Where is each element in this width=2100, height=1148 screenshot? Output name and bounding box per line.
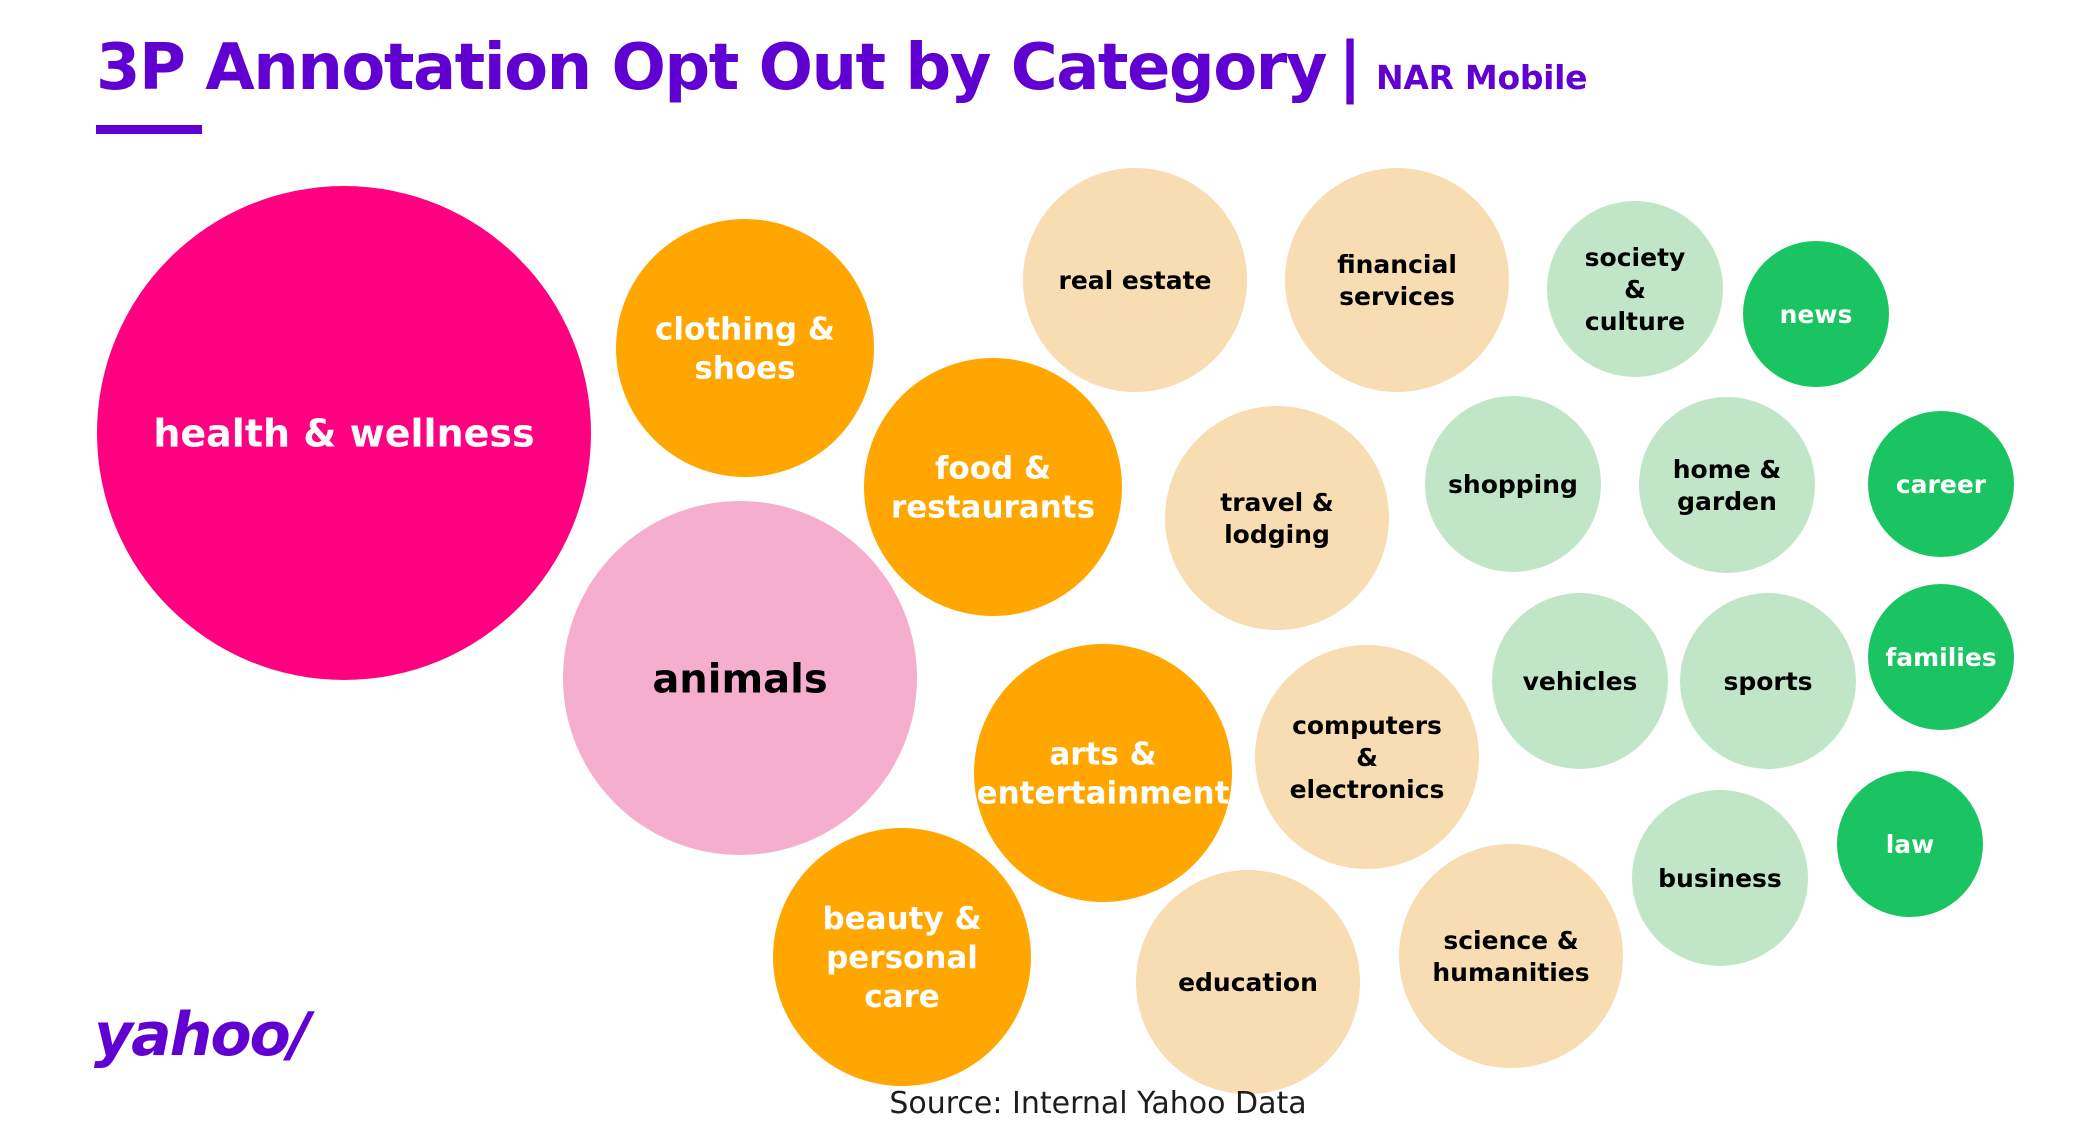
bubble-news: news	[1743, 241, 1889, 387]
bubble-label-real-estate: real estate	[1059, 266, 1212, 295]
bubble-career: career	[1868, 411, 2014, 557]
bubble-circle-sports	[1680, 593, 1856, 769]
bubble-label-arts-and-entertainment: arts & entertainment	[977, 737, 1230, 812]
bubble-circle-science-and-humanities	[1399, 844, 1623, 1068]
bubble-label-business: business	[1658, 864, 1782, 893]
bubble-label-shopping: shopping	[1448, 470, 1578, 499]
bubble-circle-computers-and-electronics	[1255, 645, 1479, 869]
bubble-label-beauty-and-personal-care: beauty & personal care	[822, 901, 981, 1015]
bubble-animals: animals	[563, 501, 917, 855]
bubble-label-health-and-wellness: health & wellness	[153, 412, 534, 456]
bubble-circle-education	[1136, 870, 1360, 1094]
bubble-arts-and-entertainment: arts & entertainment	[974, 644, 1232, 902]
bubble-travel-and-lodging: travel & lodging	[1165, 406, 1389, 630]
title-underline	[96, 125, 202, 134]
title-separator: |	[1337, 28, 1363, 105]
bubble-shopping: shopping	[1425, 396, 1601, 572]
bubble-label-career: career	[1896, 470, 1987, 499]
bubble-circle-beauty-and-personal-care	[773, 828, 1031, 1086]
bubble-real-estate: real estate	[1023, 168, 1247, 392]
bubble-circle-health-and-wellness	[97, 186, 591, 680]
bubble-label-clothing-and-shoes: clothing & shoes	[655, 312, 835, 387]
bubble-label-financial-services: financial services	[1337, 250, 1457, 311]
source-note: Source: Internal Yahoo Data	[0, 1086, 2100, 1121]
bubble-circle-financial-services	[1285, 168, 1509, 392]
bubble-sports: sports	[1680, 593, 1856, 769]
source-text: Source: Internal Yahoo Data	[889, 1086, 1307, 1121]
bubble-label-animals: animals	[652, 656, 827, 702]
bubble-label-law: law	[1886, 830, 1935, 859]
bubble-label-science-and-humanities: science & humanities	[1432, 926, 1589, 987]
bubble-vehicles: vehicles	[1492, 593, 1668, 769]
bubble-circle-business	[1632, 790, 1808, 966]
bubble-circle-vehicles	[1492, 593, 1668, 769]
bubble-label-education: education	[1178, 968, 1318, 997]
bubble-law: law	[1837, 771, 1983, 917]
bubble-label-sports: sports	[1723, 667, 1812, 696]
bubble-circle-society-and-culture	[1547, 201, 1723, 377]
bubble-circle-animals	[563, 501, 917, 855]
bubble-computers-and-electronics: computers & electronics	[1255, 645, 1479, 869]
bubble-label-home-and-garden: home & garden	[1673, 455, 1781, 516]
bubble-circle-home-and-garden	[1639, 397, 1815, 573]
bubble-label-society-and-culture: society & culture	[1585, 243, 1686, 336]
bubble-circle-law	[1837, 771, 1983, 917]
bubble-label-food-and-restaurants: food & restaurants	[891, 451, 1095, 526]
bubble-beauty-and-personal-care: beauty & personal care	[773, 828, 1031, 1086]
bubble-home-and-garden: home & garden	[1639, 397, 1815, 573]
bubble-families: families	[1868, 584, 2014, 730]
bubble-circle-news	[1743, 241, 1889, 387]
title-subtitle: NAR Mobile	[1376, 58, 1588, 97]
bubble-society-and-culture: society & culture	[1547, 201, 1723, 377]
title-main: 3P Annotation Opt Out by Category	[96, 31, 1327, 105]
bubble-food-and-restaurants: food & restaurants	[864, 358, 1122, 616]
bubble-circle-travel-and-lodging	[1165, 406, 1389, 630]
chart-title: 3P Annotation Opt Out by Category | NAR Mo…	[96, 28, 1588, 105]
bubble-circle-clothing-and-shoes	[616, 219, 874, 477]
bubble-circle-real-estate	[1023, 168, 1247, 392]
bubble-health-and-wellness: health & wellness	[97, 186, 591, 680]
bubble-science-and-humanities: science & humanities	[1399, 844, 1623, 1068]
bubble-circle-shopping	[1425, 396, 1601, 572]
bubble-label-vehicles: vehicles	[1523, 667, 1638, 696]
yahoo-logo: yahoo/	[94, 1000, 311, 1070]
bubble-label-travel-and-lodging: travel & lodging	[1220, 488, 1333, 549]
bubble-circle-career	[1868, 411, 2014, 557]
bubble-financial-services: financial services	[1285, 168, 1509, 392]
bubble-business: business	[1632, 790, 1808, 966]
bubble-circle-food-and-restaurants	[864, 358, 1122, 616]
bubble-circle-arts-and-entertainment	[974, 644, 1232, 902]
bubble-label-computers-and-electronics: computers & electronics	[1290, 711, 1445, 804]
bubble-label-news: news	[1780, 300, 1853, 329]
bubble-clothing-and-shoes: clothing & shoes	[616, 219, 874, 477]
bubble-label-families: families	[1885, 643, 1996, 672]
bubble-circle-families	[1868, 584, 2014, 730]
bubble-education: education	[1136, 870, 1360, 1094]
